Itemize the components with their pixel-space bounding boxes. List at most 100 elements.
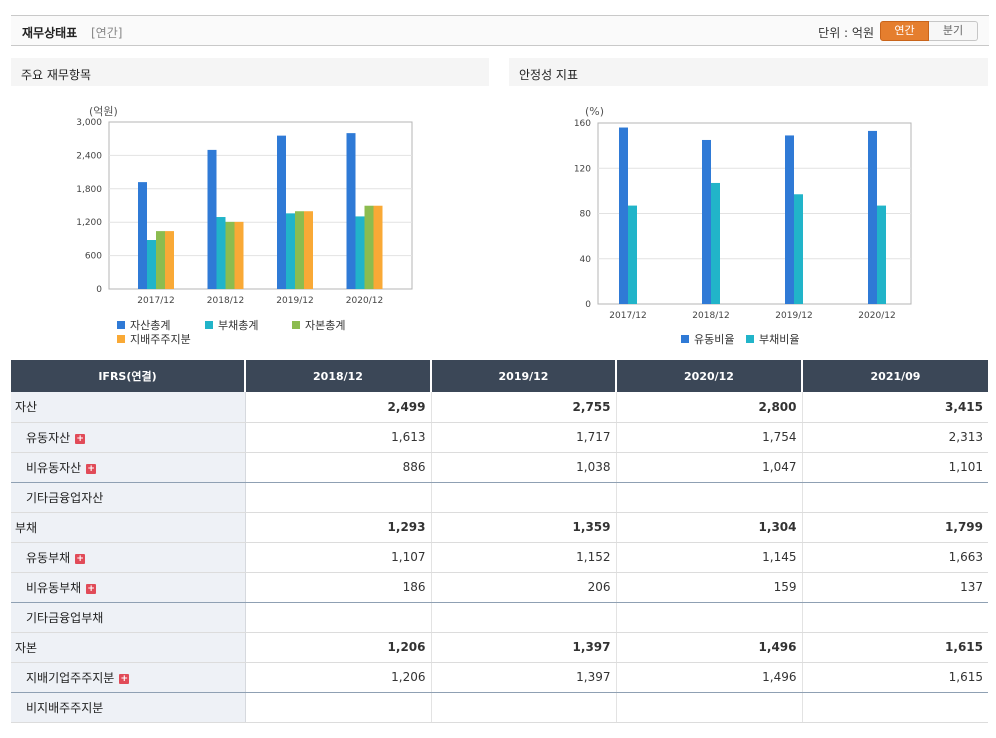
legend-item-current-ratio: 유동비율 (681, 331, 734, 347)
stability-title: 안정성 지표 (519, 68, 579, 82)
legend-item-equity: 자본총계 (292, 317, 345, 333)
table-cell (616, 602, 803, 633)
legend-item-liabilities: 부채총계 (205, 317, 258, 333)
table-cell: 1,304 (616, 512, 803, 543)
y-tick-label: 40 (580, 255, 592, 265)
legend-item-controlling: 지배주주지분 (117, 331, 191, 347)
table-cell (245, 602, 432, 633)
table-cell: 1,717 (431, 422, 617, 453)
table-cell: 2,800 (616, 392, 803, 423)
row-label: 자본 (11, 632, 246, 663)
row-label: 비지배주주지분 (11, 692, 246, 723)
row-label-cell: 유동자산 + (11, 422, 246, 453)
table-row-current-assets: 유동자산 + 1,613 1,717 1,754 2,313 (11, 422, 988, 453)
row-label: 자산 (11, 392, 246, 423)
x-tick-label: 2019/12 (775, 311, 812, 321)
bar-1 (207, 149, 217, 289)
table-header-col: 2021/09 (802, 360, 988, 392)
bar-3 (156, 231, 165, 289)
bar-1 (785, 135, 794, 304)
annual-toggle-button[interactable]: 연간 (880, 21, 929, 41)
bar-2 (147, 240, 156, 289)
x-tick-label: 2020/12 (858, 311, 895, 321)
x-tick-label: 2018/12 (207, 296, 244, 306)
table-cell: 206 (431, 572, 617, 603)
bar-1 (346, 133, 356, 289)
row-label: 기타금융업자산 (11, 482, 246, 513)
legend-swatch-controlling (117, 335, 125, 343)
table-row-controlling-interest: 지배기업주주지분 + 1,206 1,397 1,496 1,615 (11, 662, 988, 693)
legend-swatch-assets (117, 321, 125, 329)
section-header: 재무상태표 [연간] 단위 : 억원 연간 분기 (11, 15, 989, 46)
row-label: 유동자산 (26, 430, 71, 445)
bar-3 (295, 211, 304, 289)
y-tick-label: 160 (574, 119, 591, 129)
table-row-other-financial-assets: 기타금융업자산 (11, 482, 988, 513)
legend-label-liabilities: 부채총계 (218, 319, 259, 332)
expand-plus-icon[interactable]: + (75, 433, 86, 444)
bar-2 (628, 205, 637, 304)
x-tick-label: 2017/12 (137, 296, 174, 306)
table-cell (431, 482, 617, 513)
section-title: 재무상태표 (22, 26, 78, 40)
legend-swatch-equity (292, 321, 300, 329)
main-items-title: 주요 재무항목 (21, 68, 92, 82)
legend-item-debt-ratio: 부채비율 (746, 331, 799, 347)
table-header-row: IFRS(연결) 2018/12 2019/12 2020/12 2021/09 (11, 360, 988, 392)
table-cell: 1,152 (431, 542, 617, 573)
table-cell (245, 482, 432, 513)
table-row-noncontrolling-interest: 비지배주주지분 (11, 692, 988, 723)
bar-1 (277, 135, 286, 289)
bar-3 (225, 221, 235, 289)
expand-plus-icon[interactable]: + (119, 673, 130, 684)
bar-1 (702, 139, 711, 304)
axis-unit-label: (%) (585, 105, 604, 118)
table-row-noncurrent-liabilities: 비유동부채 + 186 206 159 137 (11, 572, 988, 603)
bar-1 (138, 182, 147, 289)
quarter-toggle-button[interactable]: 분기 (929, 21, 978, 41)
table-header-col: 2018/12 (245, 360, 432, 392)
expand-plus-icon[interactable]: + (86, 583, 97, 594)
table-cell: 1,397 (431, 662, 617, 693)
table-cell: 1,613 (245, 422, 432, 453)
row-label-cell: 유동부채 + (11, 542, 246, 573)
bar-2 (355, 216, 365, 289)
bar-2 (794, 194, 803, 304)
balance-sheet-table: IFRS(연결) 2018/12 2019/12 2020/12 2021/09… (11, 360, 988, 723)
legend-label-assets: 자산총계 (130, 319, 171, 332)
bar-3 (364, 205, 374, 289)
bar-4 (234, 221, 244, 289)
expand-plus-icon[interactable]: + (86, 463, 97, 474)
expand-plus-icon[interactable]: + (75, 553, 86, 564)
legend-swatch-current-ratio (681, 335, 689, 343)
row-label-cell: 비유동자산 + (11, 452, 246, 483)
legend-label-current-ratio: 유동비율 (694, 333, 735, 346)
table-cell: 2,755 (431, 392, 617, 423)
bar-1 (619, 127, 628, 305)
row-label: 유동부채 (26, 550, 71, 565)
bar-2 (877, 205, 886, 304)
table-cell (616, 482, 803, 513)
section-period: [연간] (91, 26, 123, 40)
table-cell: 1,397 (431, 632, 617, 663)
table-cell: 1,663 (802, 542, 988, 573)
table-cell: 1,101 (802, 452, 988, 483)
table-cell (802, 602, 988, 633)
x-tick-label: 2020/12 (346, 296, 383, 306)
table-cell: 1,293 (245, 512, 432, 543)
table-cell: 1,615 (802, 662, 988, 693)
legend-item-assets: 자산총계 (117, 317, 170, 333)
table-cell: 1,615 (802, 632, 988, 663)
stability-chart: (%)160 120 80 40 0 2017/12 2018/12 2019/12 2020/… (574, 105, 912, 321)
bar-2 (216, 217, 226, 289)
table-cell (802, 482, 988, 513)
table-cell: 159 (616, 572, 803, 603)
row-label-cell: 지배기업주주지분 + (11, 662, 246, 693)
bar-2 (711, 182, 720, 304)
table-cell (616, 692, 803, 723)
table-cell: 1,206 (245, 632, 432, 663)
table-header-col: 2019/12 (431, 360, 617, 392)
y-tick-label: 0 (585, 300, 591, 310)
row-label: 기타금융업부채 (11, 602, 246, 633)
table-cell: 3,415 (802, 392, 988, 423)
